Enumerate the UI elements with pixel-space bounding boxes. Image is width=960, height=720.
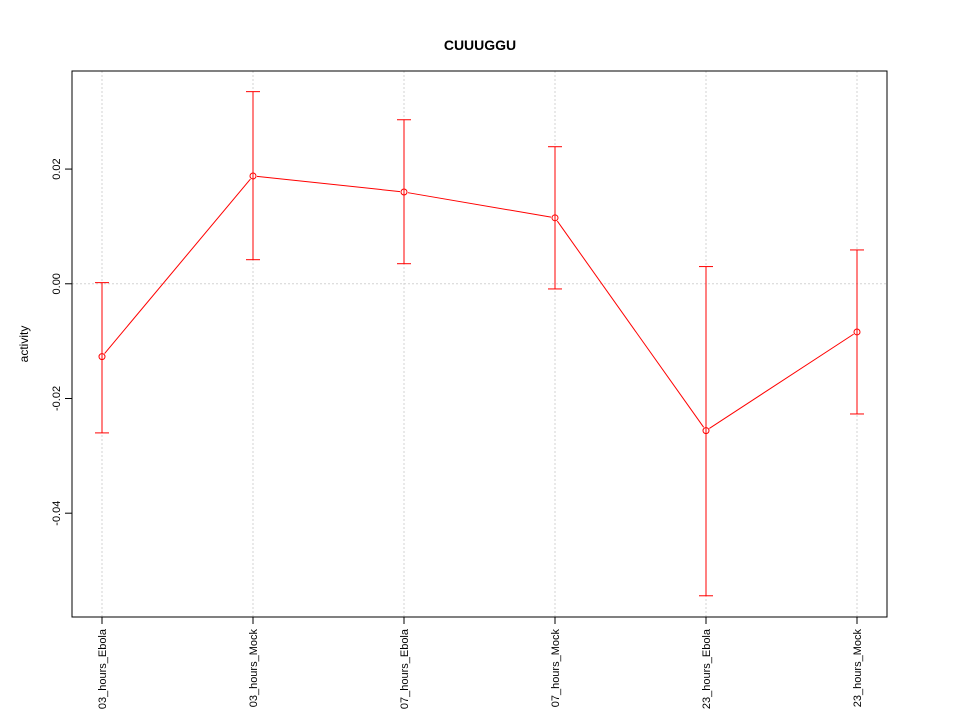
y-tick-label: 0.00 [51,273,63,294]
data-point [702,427,710,435]
data-point [98,353,106,361]
series [95,91,864,597]
x-tick-label: 07_hours_Mock [550,629,562,708]
plot-frame [71,70,888,618]
series-line-segment [407,192,552,218]
x-tick-label: 03_hours_Mock [248,629,260,708]
y-tick-label: -0.02 [51,386,63,411]
grid [72,71,887,617]
x-tick-label: 07_hours_Ebola [399,628,411,709]
chart-title: CUUUGGU [444,37,516,53]
data-point [551,214,559,222]
y-tick-label: 0.02 [51,158,63,179]
x-tick-label: 23_hours_Mock [852,629,864,708]
series-line-segment [709,333,854,429]
series-line-segment [104,178,251,354]
series-line-segment [256,175,401,193]
x-axis: 03_hours_Ebola 03_hours_Mock 07_hours_Ebol… [97,616,864,709]
data-point [400,188,408,196]
y-axis: -0.04 -0.02 0.00 0.02 [51,158,73,526]
x-tick-label: 23_hours_Ebola [701,628,713,709]
y-axis-label: activity [17,326,31,363]
x-tick-label: 03_hours_Ebola [97,628,109,709]
data-point [853,328,861,336]
y-tick-label: -0.04 [51,501,63,526]
data-point [249,172,257,180]
series-line-segment [556,220,705,428]
